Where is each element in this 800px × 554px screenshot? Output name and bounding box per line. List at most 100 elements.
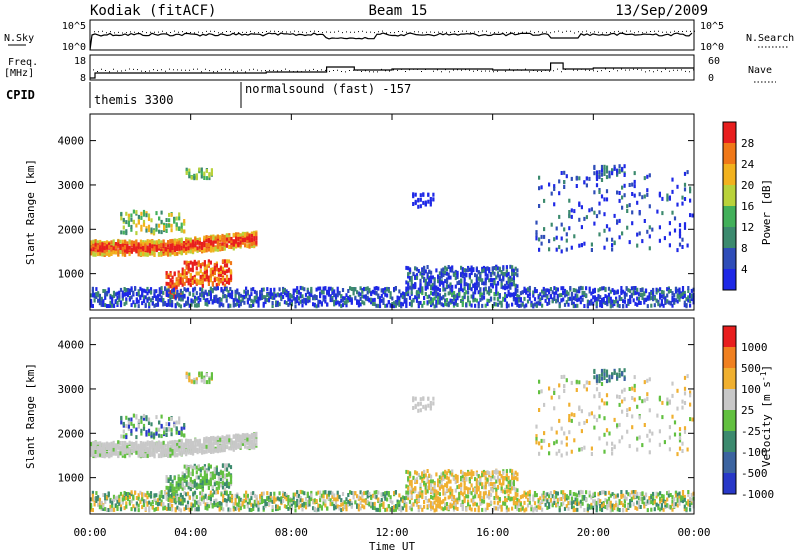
power-cell bbox=[125, 211, 128, 216]
power-cell bbox=[602, 286, 605, 291]
power-cell bbox=[435, 302, 438, 307]
power-cell bbox=[140, 215, 143, 220]
power-cell bbox=[525, 288, 528, 293]
power-cell bbox=[198, 241, 201, 246]
power-cell bbox=[491, 278, 494, 283]
velocity-cell bbox=[382, 501, 385, 506]
velocity-cell bbox=[239, 506, 242, 511]
velocity-cell bbox=[203, 466, 206, 471]
velocity-cell bbox=[135, 441, 138, 446]
velocity-cell bbox=[120, 420, 123, 425]
power-cell bbox=[207, 245, 210, 250]
velocity-cell bbox=[91, 493, 94, 498]
velocity-cell bbox=[340, 508, 343, 513]
velocity-cell bbox=[177, 483, 180, 488]
power-cell bbox=[605, 197, 609, 202]
power-cell bbox=[180, 241, 183, 246]
power-cell bbox=[414, 266, 417, 271]
velocity-cell bbox=[209, 490, 212, 495]
power-cell bbox=[666, 193, 669, 198]
power-cell bbox=[340, 298, 343, 303]
velocity-cell bbox=[208, 496, 211, 500]
velocity-cell bbox=[211, 493, 214, 498]
velocity-cell bbox=[216, 445, 219, 450]
power-cell bbox=[205, 277, 208, 282]
power-cell bbox=[238, 292, 241, 297]
power-cell bbox=[193, 279, 196, 284]
power-cell bbox=[630, 292, 633, 297]
power-cell bbox=[94, 239, 97, 244]
power-cell bbox=[558, 191, 561, 196]
velocity-cell bbox=[299, 503, 302, 508]
velocity-cell bbox=[169, 440, 172, 445]
power-cell bbox=[461, 288, 464, 293]
power-cell bbox=[225, 236, 229, 241]
power-cell bbox=[445, 298, 449, 302]
velocity-cell bbox=[205, 436, 208, 441]
velocity-cell bbox=[322, 490, 325, 495]
velocity-cell bbox=[92, 445, 95, 450]
power-cell bbox=[128, 239, 131, 244]
power-cell bbox=[144, 246, 147, 251]
power-cell bbox=[343, 300, 346, 305]
power-cell bbox=[127, 222, 130, 227]
power-cell bbox=[139, 286, 142, 291]
power-cell bbox=[169, 272, 172, 277]
power-cell bbox=[208, 292, 211, 296]
power-cell bbox=[229, 261, 233, 266]
velocity-cell bbox=[180, 452, 183, 457]
power-cell bbox=[576, 303, 579, 308]
power-cell bbox=[600, 300, 604, 305]
power-cell bbox=[225, 263, 229, 268]
power-cell bbox=[214, 247, 217, 252]
power-cell bbox=[142, 222, 146, 227]
power-cell bbox=[103, 246, 106, 251]
velocity-cell bbox=[146, 490, 149, 495]
velocity-cell bbox=[192, 496, 195, 501]
power-cell bbox=[384, 287, 387, 292]
power-cell bbox=[91, 286, 94, 291]
power-cell bbox=[246, 244, 249, 249]
velocity-cell bbox=[180, 438, 183, 443]
power-cell bbox=[363, 287, 366, 292]
velocity-cell bbox=[207, 439, 210, 444]
power-cell bbox=[183, 260, 186, 265]
velocity-cell bbox=[122, 429, 125, 434]
power-cell bbox=[505, 285, 508, 290]
power-cell bbox=[304, 297, 308, 302]
velocity-cell bbox=[112, 447, 115, 452]
power-cell bbox=[193, 286, 197, 291]
power-cell bbox=[474, 290, 477, 295]
velocity-cell bbox=[130, 421, 133, 426]
power-cell bbox=[324, 295, 327, 300]
power-cell bbox=[276, 292, 279, 297]
velocity-cell bbox=[100, 505, 103, 510]
power-cell bbox=[683, 187, 687, 192]
power-cell bbox=[514, 266, 517, 271]
power-cell bbox=[232, 242, 235, 247]
velocity-cell bbox=[189, 471, 192, 476]
power-cell bbox=[437, 295, 440, 300]
power-cell bbox=[260, 296, 264, 300]
velocity-cell bbox=[132, 504, 135, 509]
power-cell bbox=[219, 279, 223, 284]
power-cell bbox=[375, 290, 378, 295]
velocity-cell bbox=[175, 430, 178, 435]
power-cell bbox=[442, 294, 445, 299]
velocity-cell bbox=[345, 504, 348, 509]
power-cell bbox=[625, 292, 628, 297]
power-cell bbox=[507, 271, 510, 276]
power-cell bbox=[160, 251, 163, 256]
velocity-cell bbox=[187, 441, 190, 446]
power-cell bbox=[676, 299, 679, 304]
power-cell bbox=[555, 290, 558, 295]
power-cell bbox=[681, 295, 685, 300]
power-cell bbox=[90, 301, 93, 306]
velocity-cell bbox=[246, 445, 249, 450]
power-cell bbox=[502, 285, 505, 290]
power-cell bbox=[205, 275, 208, 279]
power-cell bbox=[607, 299, 611, 304]
velocity-cell bbox=[297, 500, 301, 505]
power-cell bbox=[371, 289, 375, 294]
power-cell bbox=[341, 298, 345, 303]
